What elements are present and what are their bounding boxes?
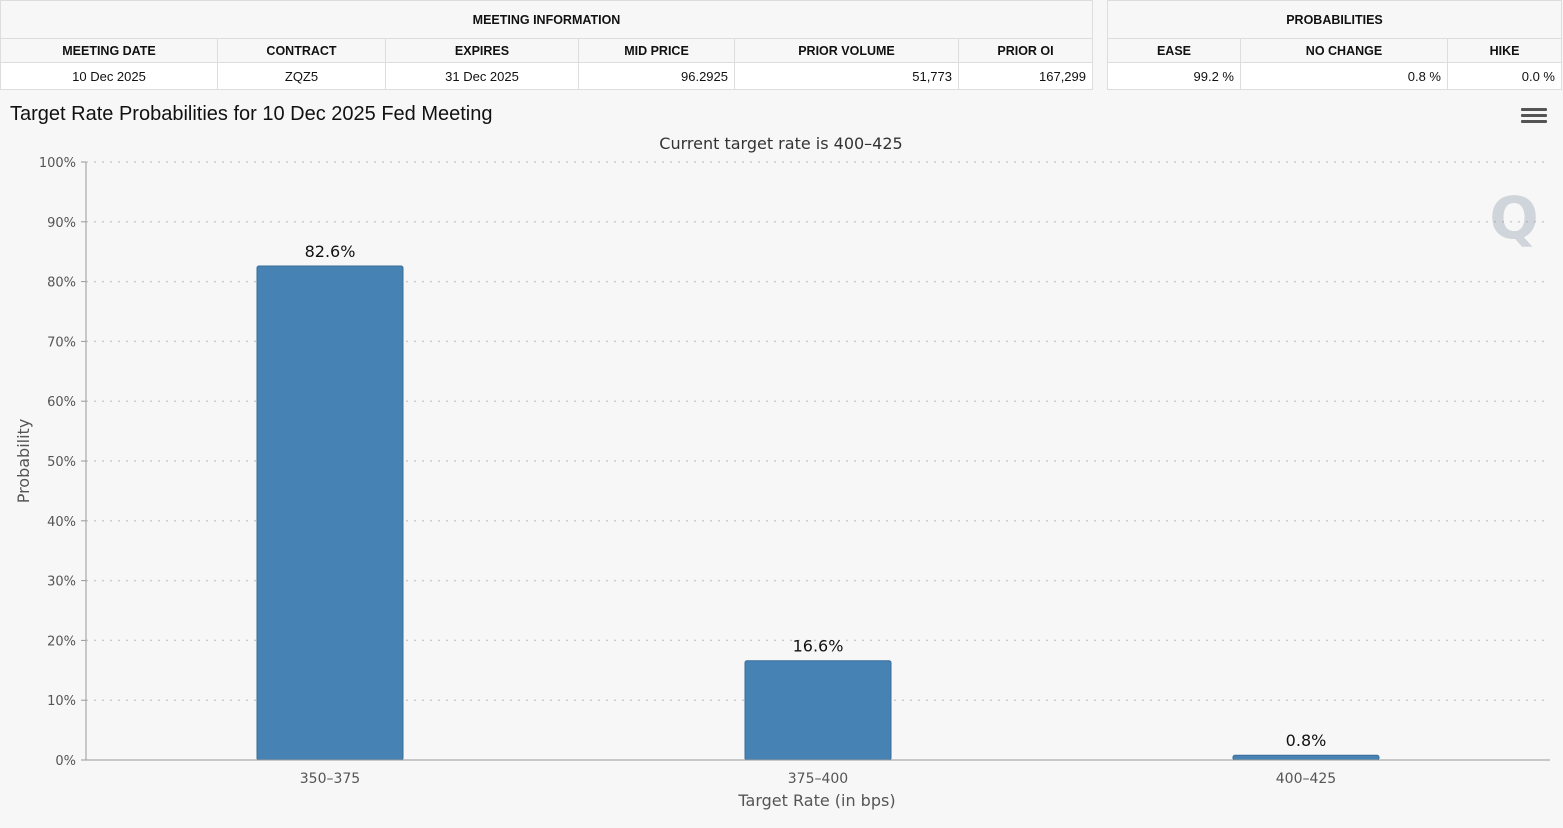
header-prior-oi: PRIOR OI xyxy=(958,38,1093,63)
contract-value: ZQZ5 xyxy=(217,62,386,90)
header-prior-volume: PRIOR VOLUME xyxy=(734,38,959,63)
probabilities-title: PROBABILITIES xyxy=(1107,0,1562,39)
header-contract: CONTRACT xyxy=(217,38,386,63)
mid-price-value: 96.2925 xyxy=(578,62,735,90)
ease-value: 99.2 % xyxy=(1107,62,1241,90)
prior-volume-value: 51,773 xyxy=(734,62,959,90)
header-meeting-date: MEETING DATE xyxy=(0,38,218,63)
meeting-information-title: MEETING INFORMATION xyxy=(0,0,1093,39)
meeting-information-table: MEETING INFORMATION MEETING DATE CONTRAC… xyxy=(0,0,1093,90)
probabilities-table: PROBABILITIES EASE NO CHANGE HIKE 99.2 %… xyxy=(1107,0,1562,90)
no-change-value: 0.8 % xyxy=(1240,62,1448,90)
meeting-date-value: 10 Dec 2025 xyxy=(0,62,218,90)
prior-oi-value: 167,299 xyxy=(958,62,1093,90)
chart-menu-icon[interactable] xyxy=(1521,108,1547,128)
chart-title: Target Rate Probabilities for 10 Dec 202… xyxy=(10,103,493,125)
summary-tables: MEETING INFORMATION MEETING DATE CONTRAC… xyxy=(0,0,1563,92)
header-no-change: NO CHANGE xyxy=(1240,38,1448,63)
header-mid-price: MID PRICE xyxy=(578,38,735,63)
header-ease: EASE xyxy=(1107,38,1241,63)
hike-value: 0.0 % xyxy=(1447,62,1562,90)
chart-area xyxy=(0,92,1563,828)
header-hike: HIKE xyxy=(1447,38,1562,63)
header-expires: EXPIRES xyxy=(385,38,579,63)
expires-value: 31 Dec 2025 xyxy=(385,62,579,90)
